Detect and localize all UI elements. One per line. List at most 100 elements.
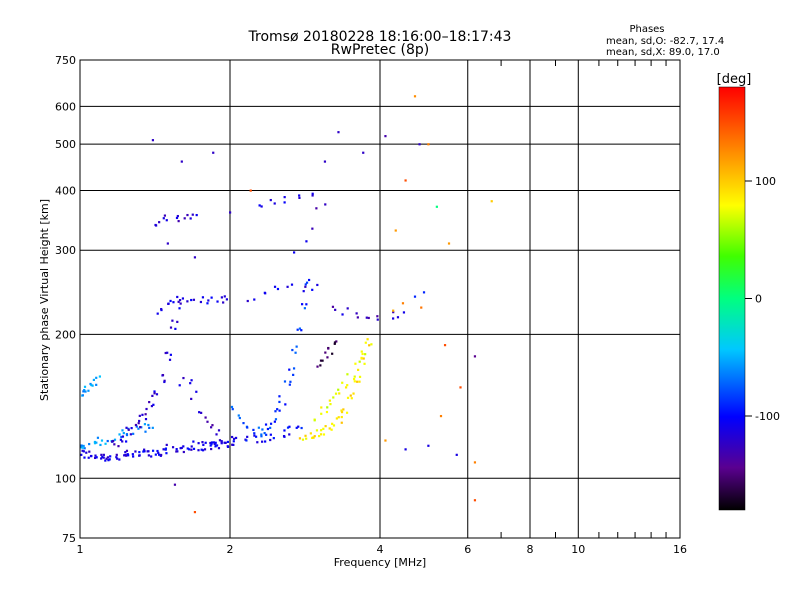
data-point: [367, 316, 370, 320]
data-point: [323, 160, 327, 163]
data-point: [316, 283, 319, 287]
data-point: [291, 348, 294, 352]
data-point: [215, 433, 218, 436]
data-point: [95, 456, 98, 459]
data-point: [301, 438, 305, 441]
data-point: [274, 410, 277, 413]
data-point: [473, 355, 477, 358]
data-point: [80, 446, 83, 449]
data-point: [206, 302, 209, 305]
data-point: [210, 447, 213, 451]
x-tick-label: 10: [571, 543, 585, 556]
data-point: [352, 377, 356, 381]
data-point: [330, 428, 333, 431]
data-point: [324, 425, 327, 428]
data-point: [80, 444, 83, 447]
y-tick-label: 500: [55, 138, 76, 151]
data-point: [322, 433, 326, 436]
data-point: [175, 448, 178, 451]
data-point: [122, 431, 125, 435]
data-point: [130, 426, 133, 430]
data-point: [169, 353, 172, 356]
data-point: [356, 380, 359, 383]
data-point: [413, 295, 417, 298]
data-point: [169, 326, 173, 329]
data-point: [332, 424, 336, 427]
data-point: [310, 436, 314, 439]
data-point: [292, 251, 296, 254]
data-point: [459, 386, 462, 389]
data-point: [138, 451, 141, 454]
data-point: [261, 428, 264, 431]
data-point: [296, 328, 299, 331]
y-ticks: 75 100 200 300 400 500 600 750: [55, 54, 76, 545]
data-point: [98, 375, 101, 378]
data-point: [138, 419, 141, 423]
data-point: [320, 406, 323, 409]
data-point: [134, 423, 138, 427]
data-point: [176, 295, 179, 299]
data-point: [223, 295, 226, 298]
data-point: [198, 411, 201, 414]
data-point: [177, 220, 180, 223]
data-point: [182, 376, 185, 380]
data-point: [100, 457, 103, 460]
data-point: [341, 313, 344, 316]
data-point: [286, 285, 289, 288]
grid-lines: [80, 60, 680, 538]
data-point: [232, 443, 235, 446]
data-point: [164, 447, 168, 450]
data-point: [298, 327, 302, 330]
data-point: [182, 450, 185, 454]
data-point: [370, 343, 373, 346]
data-point: [168, 358, 172, 361]
phase-box-line2: mean, sd,X: 89.0, 17.0: [606, 47, 720, 58]
data-point: [155, 393, 159, 396]
data-point: [304, 434, 307, 437]
data-point: [131, 453, 134, 456]
data-point: [404, 179, 407, 182]
data-point: [311, 288, 314, 291]
data-point: [224, 441, 227, 444]
data-point: [353, 375, 356, 378]
colorbar-tick-label: 100: [755, 175, 776, 188]
data-point: [179, 302, 182, 305]
data-point: [101, 455, 104, 459]
y-axis-label: Stationary phase Virtual Height [km]: [38, 199, 51, 401]
data-point: [229, 211, 232, 214]
y-tick-label: 200: [55, 328, 76, 341]
data-point: [301, 303, 304, 306]
data-point: [435, 205, 438, 208]
data-point: [201, 296, 205, 299]
data-point: [335, 340, 338, 343]
data-point: [165, 219, 168, 222]
data-point: [418, 143, 421, 146]
data-point: [90, 383, 93, 387]
data-point: [234, 436, 238, 440]
data-point: [246, 426, 249, 429]
data-point: [199, 300, 203, 304]
data-point: [83, 447, 86, 450]
data-point: [346, 373, 349, 376]
data-point: [260, 205, 263, 208]
data-point: [137, 422, 140, 425]
data-point: [134, 450, 137, 453]
data-point: [121, 429, 124, 432]
x-ticks: 1 2 4 6 8 10 16: [77, 543, 688, 556]
colorbar-label: [deg]: [717, 72, 752, 87]
data-point: [200, 448, 203, 451]
data-point: [300, 426, 303, 430]
data-point: [92, 378, 95, 382]
data-point: [150, 455, 153, 458]
data-point: [286, 426, 290, 429]
data-point: [85, 451, 88, 454]
data-point: [288, 433, 291, 436]
data-point: [106, 456, 110, 459]
chart-title: Tromsø 20180228 18:16:00–18:17:43: [248, 29, 512, 45]
data-point: [264, 440, 267, 443]
data-point: [288, 383, 291, 386]
data-point: [364, 353, 367, 356]
data-point: [125, 426, 128, 429]
data-point: [246, 435, 249, 438]
